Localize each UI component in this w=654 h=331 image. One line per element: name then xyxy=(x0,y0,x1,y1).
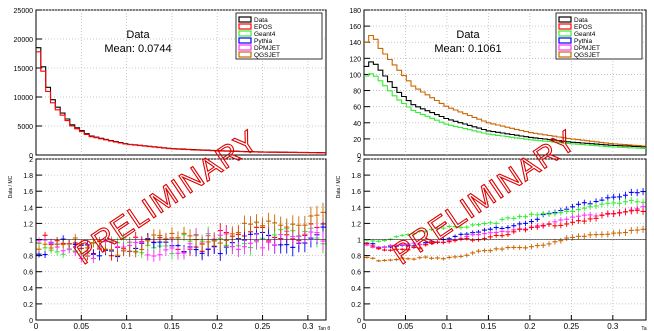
ratio-y-tick-label: 0.4 xyxy=(23,286,33,293)
legend-label: DPMJET xyxy=(254,45,280,52)
ratio-y-tick-label: 0 xyxy=(29,318,33,325)
x-tick-label: 0.25 xyxy=(255,322,271,331)
ratio-y-tick-label: 1.6 xyxy=(23,189,33,196)
top-y-tick-label: 60 xyxy=(353,105,361,112)
chart-panel-2: 0 0.05 0.1 0.15 0.2 0.25 0.3 Ta 0 20 40 60 80 100 120 1… xyxy=(336,8,647,331)
top-y-tick-label: 80 xyxy=(353,89,361,96)
x-tick-label: 0.05 xyxy=(74,322,90,331)
ratio-y-tick-label: 1.8 xyxy=(23,173,33,180)
legend-label: EPOS xyxy=(254,24,273,31)
ratio-y-tick-label: 1.2 xyxy=(23,221,33,228)
ratio-y-tick-label: 1 xyxy=(357,238,361,245)
x-tick-label: 0.2 xyxy=(524,322,536,331)
top-y-tick-label: 180 xyxy=(349,8,361,15)
x-axis-label: Ta xyxy=(641,326,647,331)
legend-label: Data xyxy=(574,17,588,24)
top-y-tick-label: 10000 xyxy=(14,95,34,102)
ratio-y-tick-label: 2 xyxy=(357,157,361,164)
legend-label: Pythia xyxy=(574,38,592,45)
legend-label: Geant4 xyxy=(574,31,596,38)
stats-mean: Mean: 0.1061 xyxy=(434,43,501,55)
x-tick-label: 0.3 xyxy=(302,322,314,331)
ratio-y-tick-label: 1.6 xyxy=(351,189,361,196)
legend-label: Data xyxy=(254,17,268,24)
x-tick-label: 0.25 xyxy=(564,322,580,331)
x-tick-label: 0.15 xyxy=(164,322,180,331)
ratio-y-tick-label: 1.4 xyxy=(23,205,33,212)
x-tick-label: 0.3 xyxy=(607,322,619,331)
legend-label: QGSJET xyxy=(254,52,280,59)
top-y-tick-label: 160 xyxy=(349,24,361,31)
ratio-y-tick-label: 2 xyxy=(29,157,33,164)
x-axis-label: Tan θ xyxy=(318,326,330,331)
x-tick-label: 0.2 xyxy=(212,322,224,331)
ratio-y-tick-label: 1.8 xyxy=(351,173,361,180)
top-y-tick-label: 20 xyxy=(353,137,361,144)
ratio-y-tick-label: 1.2 xyxy=(351,221,361,228)
ratio-y-tick-label: 0.2 xyxy=(23,302,33,309)
top-y-tick-label: 120 xyxy=(349,56,361,63)
x-tick-label: 0.15 xyxy=(481,322,497,331)
stats-title: Data xyxy=(126,29,150,41)
top-y-tick-label: 15000 xyxy=(14,66,34,73)
ratio-y-tick-label: 0.8 xyxy=(351,254,361,261)
legend-label: Pythia xyxy=(254,38,272,45)
ratio-y-tick-label: 0.6 xyxy=(351,270,361,277)
ratio-y-axis-label: Data / MC xyxy=(336,175,342,198)
top-y-tick-label: 5000 xyxy=(17,124,33,131)
x-tick-label: 0.05 xyxy=(398,322,414,331)
ratio-y-axis-label: Data / MC xyxy=(8,175,14,198)
x-tick-label: 0.1 xyxy=(441,322,453,331)
stats-title: Data xyxy=(456,29,480,41)
ratio-y-tick-label: 0 xyxy=(357,318,361,325)
top-y-tick-label: 100 xyxy=(349,72,361,79)
x-tick-label: 0.1 xyxy=(121,322,133,331)
ratio-y-tick-label: 0.6 xyxy=(23,270,33,277)
ratio-y-tick-label: 0.4 xyxy=(351,286,361,293)
legend-label: DPMJET xyxy=(574,45,600,52)
ratio-y-tick-label: 0.2 xyxy=(351,302,361,309)
ratio-y-tick-label: 1.4 xyxy=(351,205,361,212)
chart-panel-1: 0 0.05 0.1 0.15 0.2 0.25 0.3 Tan θ 0 5000 10000 150… xyxy=(8,8,330,331)
stats-mean: Mean: 0.0744 xyxy=(104,43,171,55)
legend-label: Geant4 xyxy=(254,31,276,38)
x-tick-label: 0 xyxy=(362,322,367,331)
legend-label: EPOS xyxy=(574,24,593,31)
ratio-y-tick-label: 1 xyxy=(29,238,33,245)
top-y-tick-label: 40 xyxy=(353,121,361,128)
top-y-tick-label: 25000 xyxy=(14,8,34,15)
x-tick-label: 0 xyxy=(34,322,39,331)
legend-label: QGSJET xyxy=(574,52,600,59)
top-y-tick-label: 140 xyxy=(349,40,361,47)
ratio-y-tick-label: 0.8 xyxy=(23,254,33,261)
top-y-tick-label: 20000 xyxy=(14,37,34,44)
